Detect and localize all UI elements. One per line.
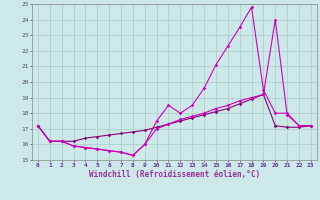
X-axis label: Windchill (Refroidissement éolien,°C): Windchill (Refroidissement éolien,°C) [89, 170, 260, 179]
